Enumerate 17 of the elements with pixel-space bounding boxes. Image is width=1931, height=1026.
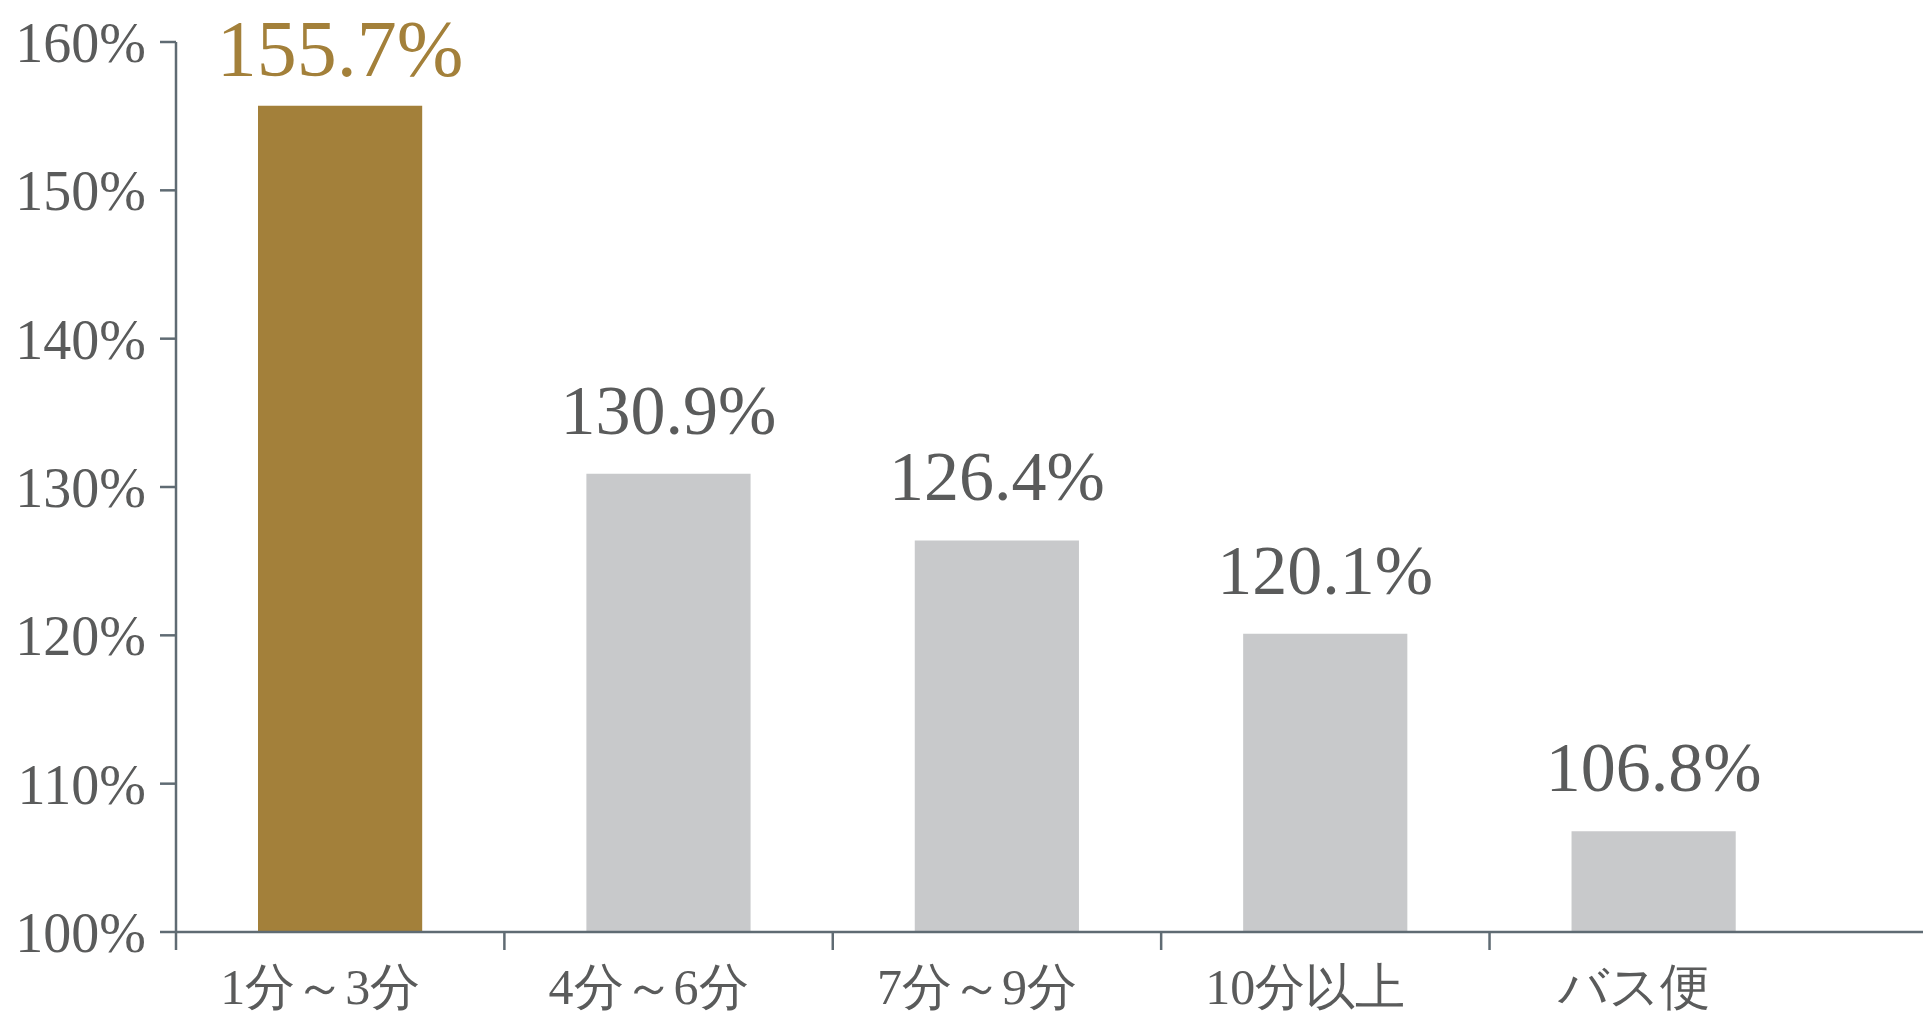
y-tick-label: 120%	[15, 605, 146, 668]
y-tick-label: 110%	[17, 753, 146, 816]
data-label: 120.1%	[1217, 531, 1434, 609]
x-tick-label: 4分～6分	[548, 959, 749, 1015]
x-tick-label: 7分～9分	[876, 959, 1077, 1015]
data-label: 155.7%	[216, 4, 464, 93]
y-tick-label: 160%	[15, 11, 146, 74]
x-tick-label: 1分～3分	[220, 959, 421, 1015]
x-tick-label: 10分以上	[1205, 959, 1406, 1015]
y-tick-label: 130%	[15, 456, 146, 519]
data-label: 106.8%	[1545, 729, 1762, 807]
y-tick-label: 100%	[15, 901, 146, 964]
data-label: 126.4%	[888, 438, 1105, 516]
y-tick-label: 140%	[15, 308, 146, 371]
data-label: 130.9%	[560, 371, 777, 449]
y-tick-label: 150%	[15, 160, 146, 223]
x-tick-label: バス便	[1556, 959, 1710, 1015]
